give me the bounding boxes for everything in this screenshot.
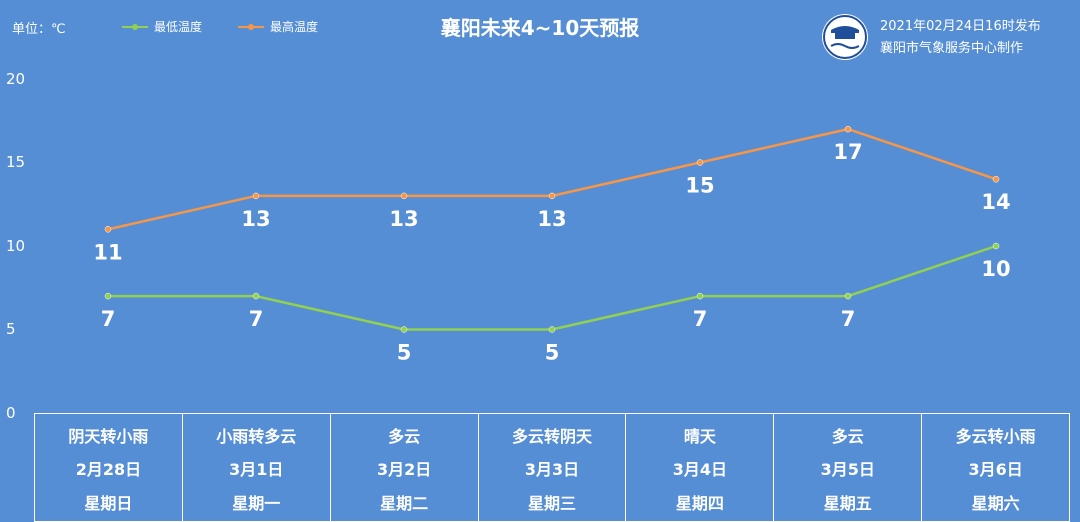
- y-tick-label: 15: [6, 153, 26, 171]
- y-tick-label: 10: [6, 237, 26, 255]
- data-point: [992, 175, 1000, 183]
- data-point: [252, 292, 260, 300]
- data-point: [548, 326, 556, 333]
- date-text: 3月5日: [820, 460, 875, 480]
- data-label: 11: [93, 240, 122, 264]
- legend-swatch-low: [122, 22, 148, 32]
- data-label: 17: [833, 140, 862, 164]
- series-line-0: [108, 244, 997, 331]
- data-point: [548, 192, 556, 200]
- y-tick-label: 0: [6, 404, 16, 422]
- legend-label-high: 最高温度: [270, 20, 319, 34]
- data-point: [400, 192, 408, 200]
- forecast-table: 阴天转小雨 2月28日 星期日 小雨转多云 3月1日 星期一 多云 3月2日 星…: [34, 413, 1071, 522]
- weekday-text: 星期六: [971, 494, 1020, 514]
- data-point: [844, 125, 852, 133]
- weather-text: 多云转阴天: [512, 426, 593, 446]
- data-label: 5: [397, 341, 412, 365]
- publish-info: 2021年02月24日16时发布 襄阳市气象服务中心制作: [880, 16, 1041, 60]
- weekday-text: 星期三: [528, 494, 577, 514]
- weather-text: 多云: [831, 426, 864, 446]
- legend-item-low: 最低温度: [122, 18, 202, 35]
- forecast-day-cell: 阴天转小雨 2月28日 星期日: [34, 413, 182, 522]
- data-label: 15: [685, 174, 714, 198]
- data-label: 7: [101, 307, 116, 331]
- weather-text: 多云: [388, 426, 421, 446]
- data-label: 7: [693, 307, 708, 331]
- date-text: 3月3日: [524, 460, 580, 480]
- legend-swatch-high: [238, 22, 264, 32]
- data-label: 13: [241, 207, 270, 231]
- weather-text: 小雨转多云: [216, 426, 297, 446]
- publisher: 襄阳市气象服务中心制作: [880, 41, 1024, 56]
- legend-label-low: 最低温度: [154, 20, 203, 34]
- y-tick-label: 20: [6, 70, 26, 88]
- weekday-text: 星期四: [675, 494, 724, 514]
- weather-text: 多云转小雨: [955, 426, 1036, 446]
- data-point: [104, 226, 112, 233]
- forecast-day-cell: 小雨转多云 3月1日 星期一: [181, 413, 330, 522]
- data-label: 10: [981, 257, 1010, 281]
- data-point: [992, 242, 1000, 250]
- data-point: [400, 326, 408, 333]
- legend-item-high: 最高温度: [238, 18, 318, 35]
- forecast-day-cell: 晴天 3月4日 星期四: [625, 413, 774, 522]
- data-point: [696, 159, 704, 166]
- forecast-day-cell: 多云 3月5日 星期五: [773, 413, 922, 522]
- y-tick-label: 5: [6, 320, 16, 338]
- forecast-day-cell: 多云 3月2日 星期二: [329, 413, 478, 522]
- data-point: [696, 292, 704, 300]
- publish-time: 2021年02月24日16时发布: [880, 19, 1041, 34]
- weekday-text: 星期一: [232, 494, 281, 514]
- date-text: 3月2日: [377, 460, 432, 480]
- data-label: 7: [249, 307, 264, 331]
- date-text: 3月4日: [672, 460, 727, 480]
- data-label: 14: [981, 190, 1010, 214]
- data-point: [252, 192, 260, 200]
- weekday-text: 星期五: [823, 494, 872, 514]
- date-text: 3月1日: [229, 460, 284, 480]
- data-label: 5: [545, 341, 560, 365]
- forecast-day-cell: 多云转阴天 3月3日 星期三: [477, 413, 626, 522]
- unit-label: 单位：℃: [12, 22, 66, 37]
- data-label: 13: [389, 207, 418, 231]
- xiangyang-weather-logo-icon: [822, 14, 868, 60]
- data-point: [104, 292, 112, 300]
- weather-text: 晴天: [683, 426, 716, 446]
- data-label: 13: [537, 207, 566, 231]
- data-point: [844, 292, 852, 300]
- chart-title: 襄阳未来4~10天预报: [440, 16, 640, 40]
- data-label: 7: [841, 307, 856, 331]
- weather-text: 阴天转小雨: [68, 426, 149, 446]
- weekday-text: 星期日: [84, 494, 133, 514]
- forecast-day-cell: 多云转小雨 3月6日 星期六: [921, 413, 1071, 522]
- weekday-text: 星期二: [380, 494, 429, 514]
- date-text: 3月6日: [968, 460, 1023, 480]
- date-text: 2月28日: [75, 460, 142, 480]
